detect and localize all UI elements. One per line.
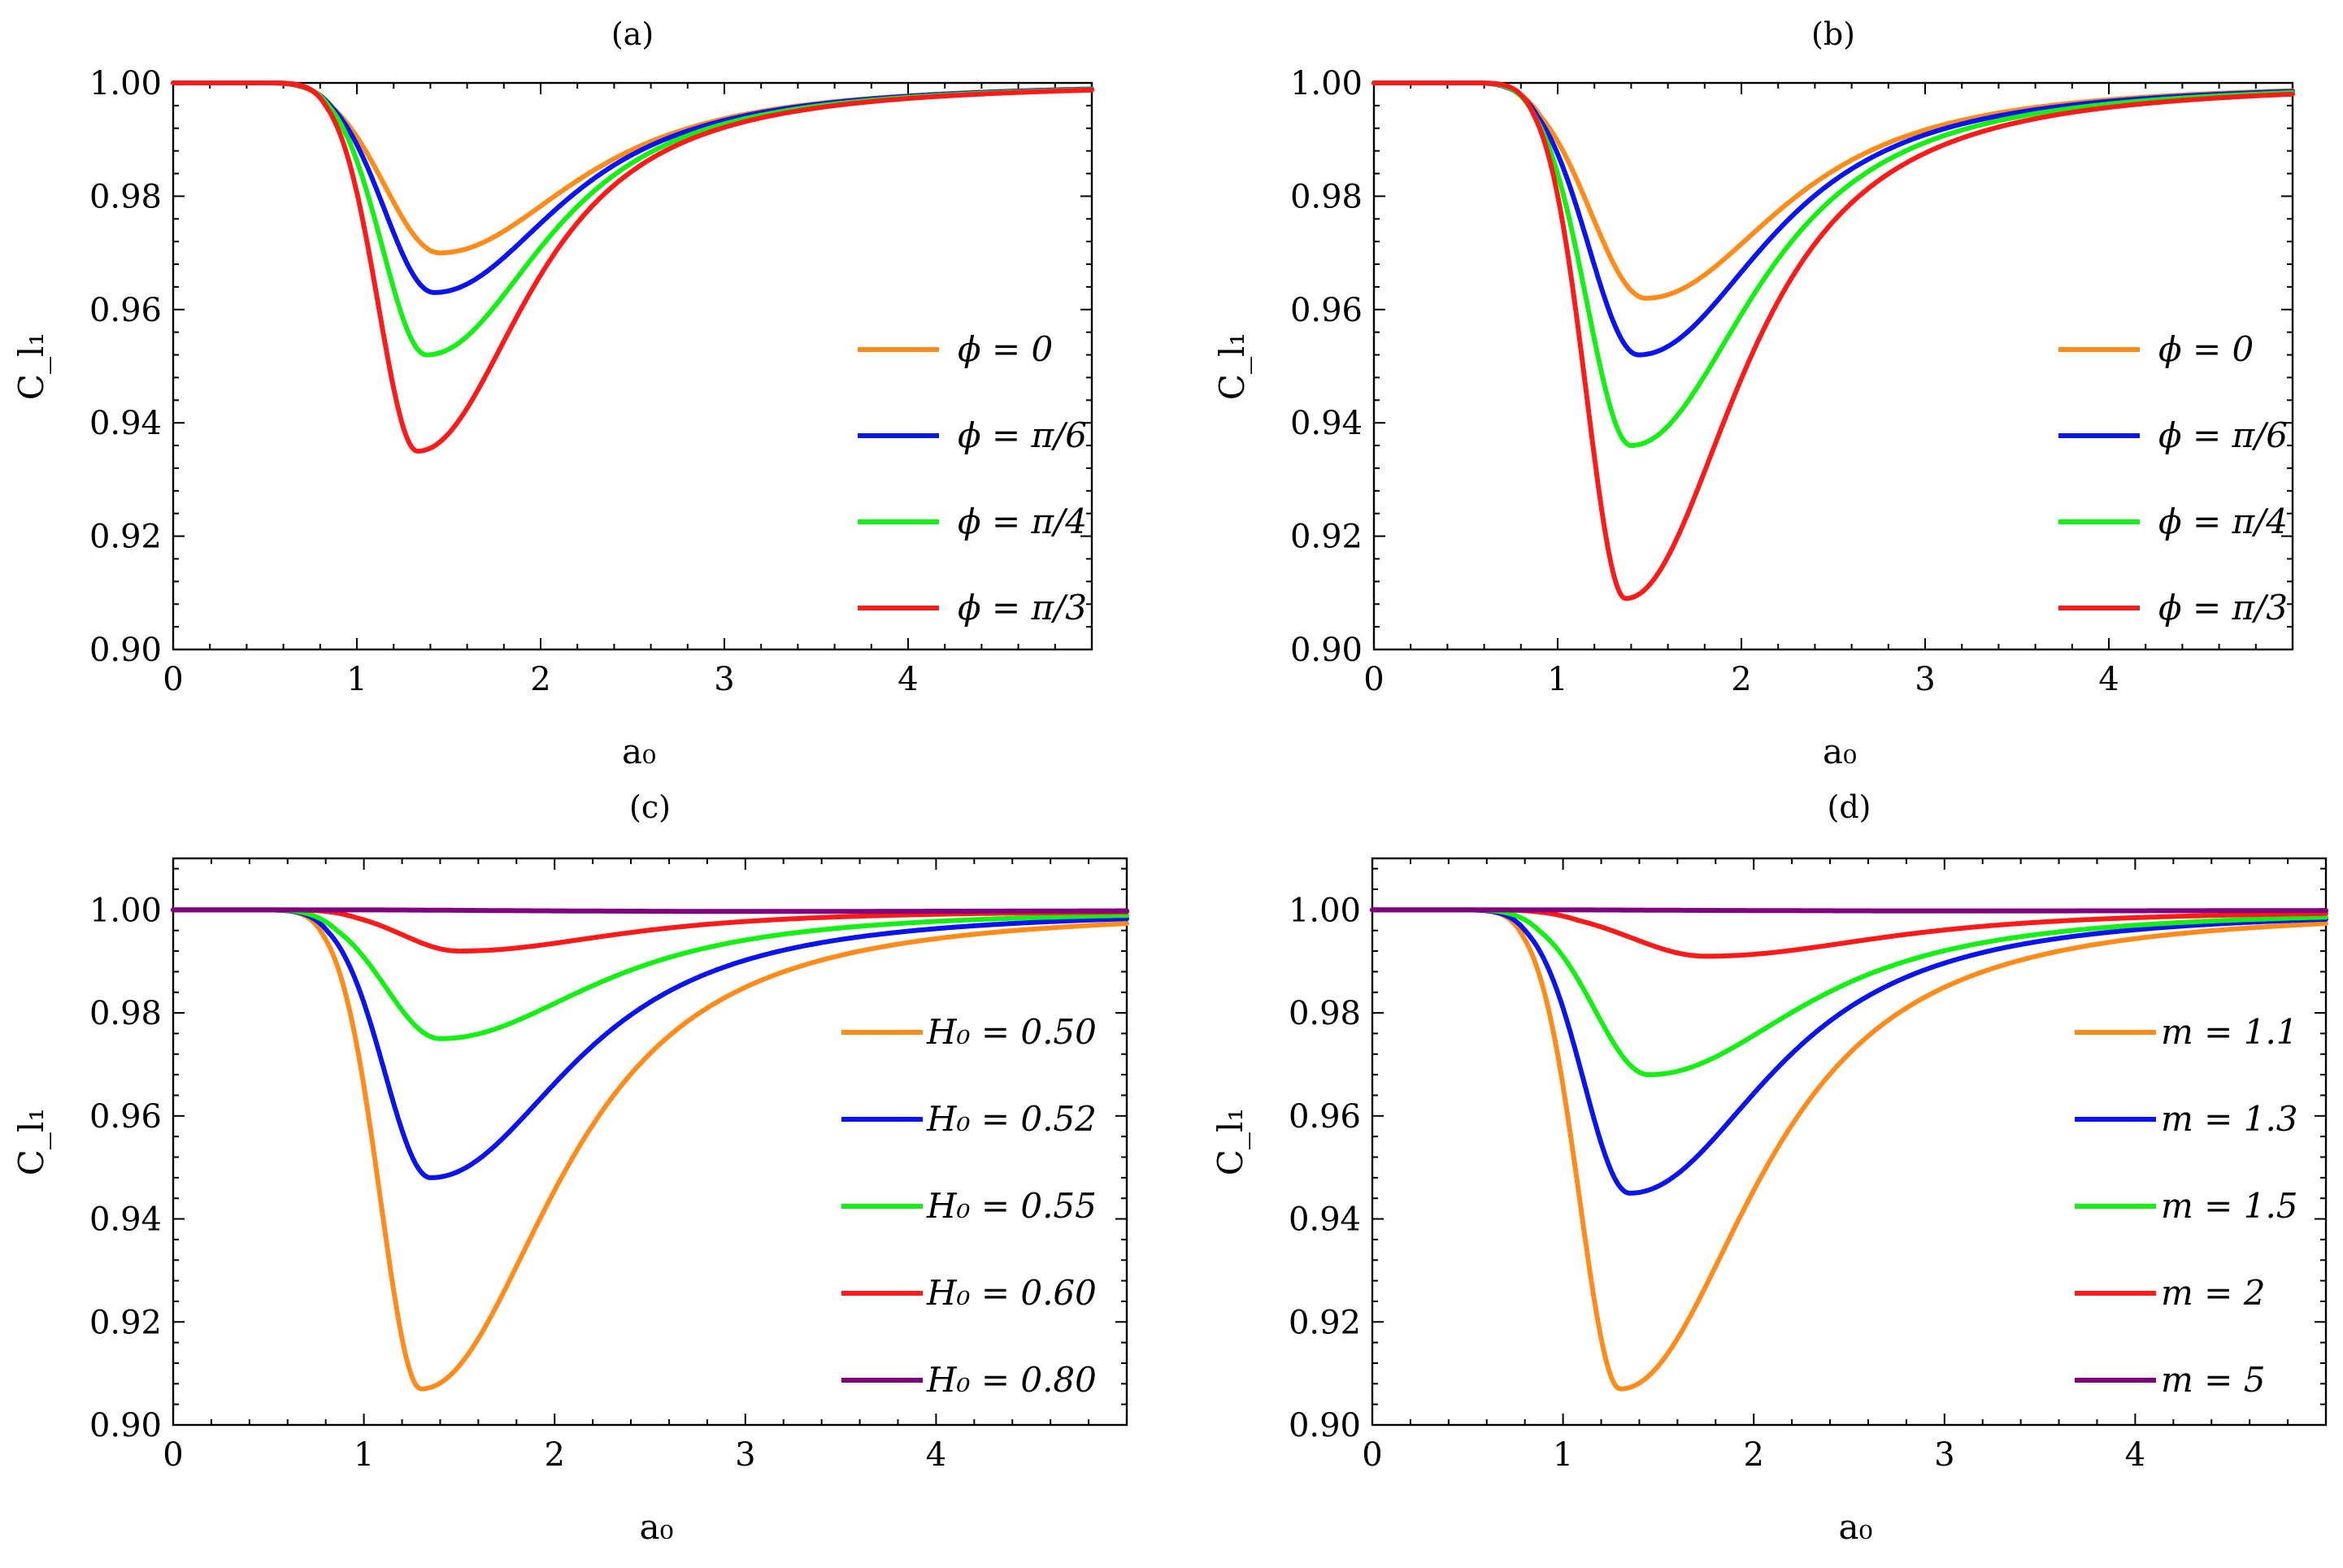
y-tick-label: 0.94 (89, 1201, 162, 1239)
panel-title: (d) (1828, 789, 1871, 825)
panel-title: (b) (1811, 16, 1855, 52)
x-tick-label: 2 (1743, 1436, 1763, 1474)
y-tick-label: 0.98 (89, 995, 162, 1032)
x-tick-label: 4 (2125, 1436, 2145, 1474)
y-tick-label: 0.94 (89, 405, 162, 442)
panel-title: (a) (611, 16, 654, 52)
y-tick-label: 0.90 (1289, 1407, 1361, 1444)
legend-label: H₀ = 0.60 (926, 1273, 1097, 1313)
series-line-4 (171, 907, 1129, 914)
y-tick-label: 1.00 (1289, 892, 1361, 929)
y-axis-label: C_l₁ (11, 1108, 51, 1175)
legend-label: m = 1.5 (2161, 1186, 2298, 1226)
legend-label: H₀ = 0.55 (926, 1186, 1097, 1226)
legend-label: ϕ = π/6 (2158, 415, 2288, 455)
x-tick-label: 3 (1915, 661, 1935, 698)
x-tick-label: 2 (530, 661, 550, 698)
y-tick-label: 1.00 (89, 892, 162, 929)
x-tick-label: 3 (714, 661, 734, 698)
panel-d: (d)0 1 2 3 40.900.920.940.960.981.00a₀C_l₁m … (1211, 789, 2328, 1547)
y-tick-label: 0.90 (89, 632, 162, 669)
y-tick-label: 0.92 (1289, 1304, 1361, 1341)
y-tick-label: 0.90 (1290, 632, 1363, 669)
series-line-2 (171, 80, 1094, 358)
series-line-3 (171, 80, 1094, 454)
y-tick-label: 0.96 (89, 1098, 162, 1136)
series-line-1 (171, 80, 1094, 295)
panel-a: (a) 0 1 2 3 4 0.90 0.92 0.94 0.96 0.98 1.00 a₀ C_l₁ ϕ … (11, 16, 1094, 771)
series-line-2 (1371, 80, 2295, 449)
x-axis-label: a₀ (640, 1507, 674, 1547)
legend-label: ϕ = π/6 (958, 415, 1087, 455)
legend-label: ϕ = π/4 (2158, 502, 2288, 541)
panel-c: (c) 0 1 2 3 4 0.90 0.92 0.94 0.96 0.98 1.00 a₀ C_l₁ H₀… (11, 789, 1129, 1547)
x-tick-label: 0 (163, 1436, 183, 1474)
x-tick-label: 2 (1731, 661, 1751, 698)
series-line-1 (171, 907, 1129, 1180)
x-axis-label: a₀ (1839, 1507, 1873, 1547)
plot-frame (1372, 81, 2294, 651)
legend-label: m = 1.3 (2161, 1099, 2298, 1139)
x-tick-label: 4 (898, 661, 918, 698)
legend-label: ϕ = π/4 (958, 502, 1087, 541)
series-line-0 (1371, 80, 2295, 301)
y-axis-label: C_l₁ (11, 332, 51, 400)
x-tick-label: 4 (926, 1436, 946, 1474)
plot-frame (1371, 857, 2328, 1427)
x-axis-label: a₀ (1823, 732, 1857, 771)
y-axis-label: C_l₁ (1212, 332, 1252, 400)
series-line-2 (1370, 907, 2328, 1078)
x-tick-label: 1 (346, 661, 367, 698)
x-tick-label: 3 (1934, 1436, 1954, 1474)
y-tick-label: 0.98 (89, 178, 162, 215)
x-tick-label: 1 (1547, 661, 1567, 698)
legend-label: ϕ = π/3 (958, 588, 1087, 628)
series-line-0 (1370, 907, 2328, 1392)
y-tick-label: 1.00 (1290, 65, 1363, 102)
y-tick-label: 0.96 (1290, 292, 1363, 329)
x-axis-label: a₀ (622, 732, 656, 771)
legend-label: H₀ = 0.52 (926, 1099, 1097, 1139)
x-tick-label: 4 (2098, 661, 2119, 698)
legend-label: ϕ = 0 (2158, 329, 2254, 369)
series-line-1 (1370, 907, 2328, 1196)
legend-label: ϕ = 0 (958, 329, 1053, 369)
y-tick-label: 0.98 (1290, 178, 1363, 215)
y-tick-label: 0.92 (89, 1304, 162, 1341)
y-tick-label: 0.96 (1289, 1098, 1361, 1136)
x-tick-label: 0 (1362, 1436, 1382, 1474)
x-tick-label: 0 (1363, 661, 1384, 698)
x-tick-label: 3 (735, 1436, 755, 1474)
legend-label: m = 2 (2161, 1273, 2265, 1313)
series-line-3 (1371, 80, 2295, 602)
y-axis-label: C_l₁ (1211, 1108, 1250, 1175)
y-tick-label: 0.90 (89, 1407, 162, 1444)
y-tick-label: 0.98 (1289, 995, 1361, 1032)
legend-label: H₀ = 0.80 (926, 1360, 1097, 1400)
legend-label: m = 5 (2161, 1360, 2265, 1400)
x-tick-label: 2 (544, 1436, 564, 1474)
y-tick-label: 0.94 (1290, 405, 1363, 442)
plot-frame (172, 857, 1128, 1427)
legend-label: H₀ = 0.50 (926, 1012, 1097, 1052)
y-tick-label: 0.92 (89, 519, 162, 556)
legend-label: m = 1.1 (2161, 1012, 2298, 1052)
legend-label: ϕ = π/3 (2158, 588, 2288, 628)
x-tick-label: 1 (1553, 1436, 1573, 1474)
y-tick-label: 1.00 (89, 65, 162, 102)
plot-frame (172, 81, 1093, 651)
y-tick-label: 0.94 (1289, 1201, 1361, 1239)
y-tick-label: 0.92 (1290, 519, 1363, 556)
panel-b: (b) 0 1 2 3 4 0.90 0.92 0.94 0.96 0.98 1.00 a₀ C_l₁ ϕ … (1212, 16, 2295, 771)
panel-title: (c) (629, 789, 671, 825)
x-tick-label: 1 (354, 1436, 374, 1474)
x-tick-label: 0 (163, 661, 183, 698)
series-line-2 (171, 907, 1129, 1041)
y-tick-label: 0.96 (89, 292, 162, 329)
series-line-0 (171, 907, 1129, 1392)
